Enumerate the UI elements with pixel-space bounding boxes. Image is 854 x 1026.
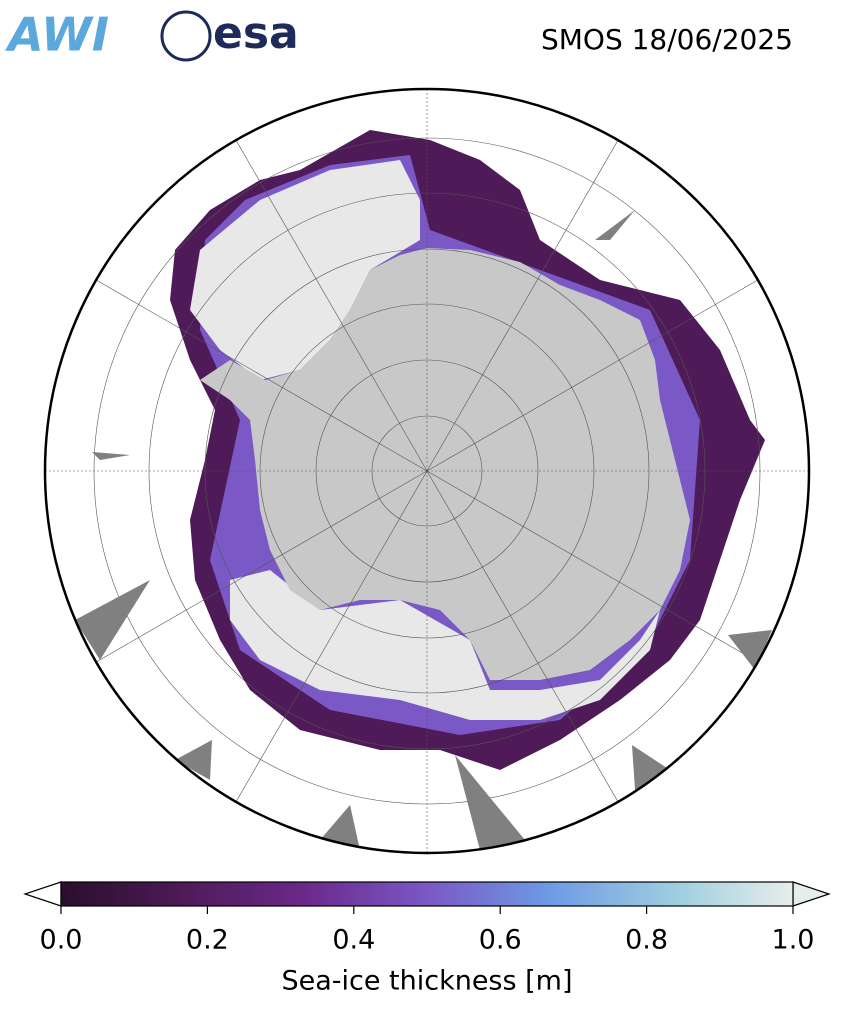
colorbar-tick-label: 1.0 (772, 925, 815, 956)
meridian (426, 140, 619, 472)
graticule (45, 89, 809, 853)
map-title: SMOS 18/06/2025 (541, 23, 793, 56)
map-frame (43, 87, 811, 855)
meridian (426, 470, 619, 802)
parallel (259, 303, 595, 639)
colorbar (23, 881, 831, 914)
parallel (315, 359, 539, 583)
meridian (96, 279, 428, 472)
meridian (96, 470, 428, 663)
colorbar-extend-high (792, 881, 831, 907)
colorbar-tick-label: 0.8 (625, 925, 668, 956)
sea-ice-thick (230, 570, 660, 720)
esa-emblem (160, 10, 212, 62)
colorbar-tick-label: 0.6 (479, 925, 522, 956)
colorbar-tick-label: 0.4 (332, 925, 375, 956)
awi-logo: AWI (5, 8, 109, 62)
sea-ice-thick (190, 160, 420, 380)
meridian (426, 279, 758, 472)
colorbar-extend-low (23, 881, 62, 907)
meridian (426, 470, 758, 663)
colorbar-label: Sea-ice thickness [m] (281, 966, 572, 997)
esa-logo: esa (213, 8, 299, 59)
colorbar-tick-label: 0.0 (40, 925, 83, 956)
parallel (371, 415, 483, 527)
colorbar-body (60, 881, 794, 907)
colorbar-tick-label: 0.2 (186, 925, 229, 956)
meridian (235, 470, 428, 802)
meridian (235, 140, 428, 472)
map (45, 89, 809, 853)
antarctica (200, 248, 690, 680)
